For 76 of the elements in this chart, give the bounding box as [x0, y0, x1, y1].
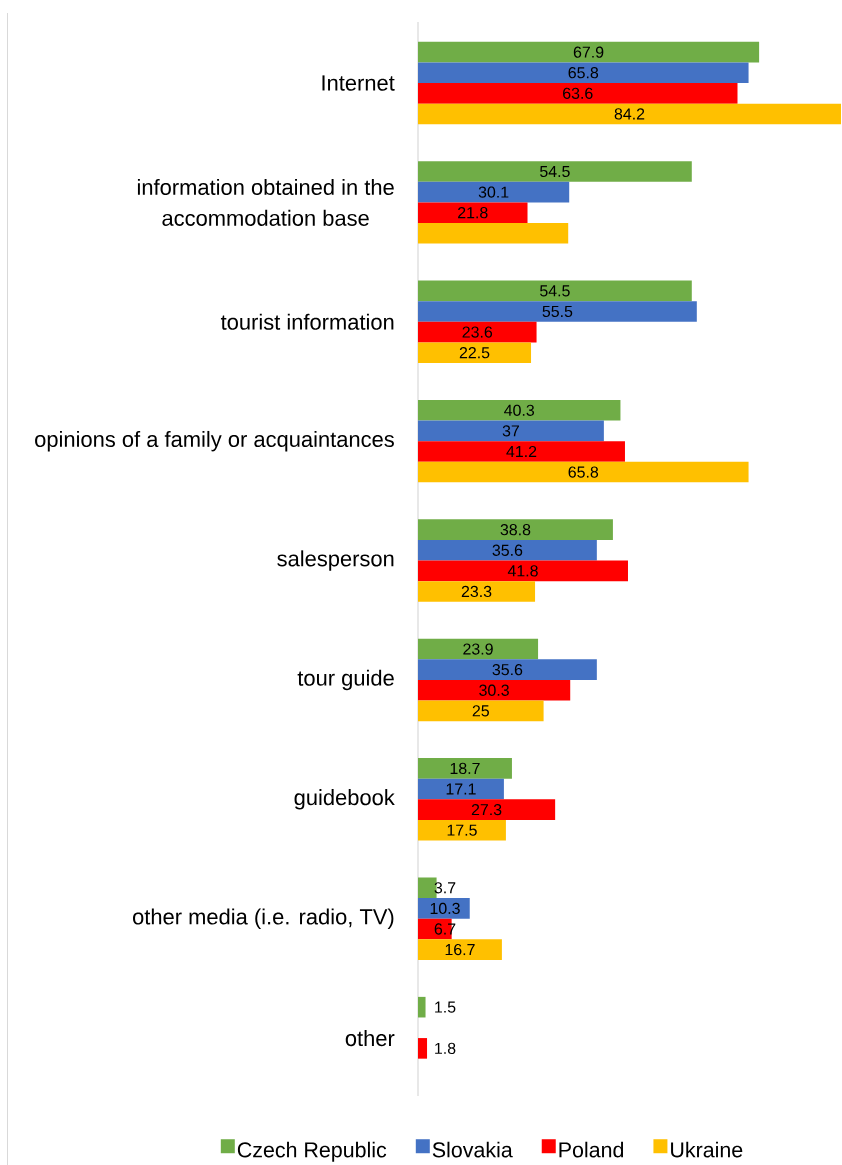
- data-label: 65.8: [568, 67, 599, 79]
- bar: [418, 819, 506, 841]
- bar: [418, 1038, 428, 1059]
- bar: [418, 679, 571, 701]
- legend-label: Slovakia: [432, 1141, 513, 1158]
- bar: [418, 62, 749, 84]
- data-label: 54.5: [540, 165, 570, 178]
- bar: [418, 539, 597, 561]
- y-tick-label: opinions of a family or acquaintances: [35, 430, 394, 452]
- y-tick-label: guidebook: [294, 789, 395, 810]
- bar: [418, 301, 697, 322]
- data-label: 1.5: [435, 1001, 456, 1013]
- bar: [418, 939, 502, 960]
- y-tick-label: Internet: [322, 75, 395, 91]
- bar: [418, 778, 504, 800]
- bar: [418, 399, 621, 421]
- bar: [418, 342, 532, 363]
- bar: [418, 519, 613, 540]
- y-tick-label: other: [345, 1030, 395, 1047]
- data-label: 25: [472, 705, 489, 717]
- legend-label: Ukraine: [671, 1141, 743, 1158]
- bar: [418, 560, 628, 582]
- data-label: 63.6: [563, 87, 593, 99]
- data-label: 30.1: [478, 186, 509, 198]
- data-label: 17.5: [447, 824, 477, 836]
- bar: [418, 638, 539, 660]
- data-label: 37: [502, 425, 519, 437]
- bar: [418, 758, 512, 779]
- y-tick-label: tourist information: [220, 313, 394, 330]
- bar: [418, 461, 749, 483]
- data-label: 23.6: [462, 326, 493, 338]
- bar: [418, 202, 528, 224]
- bar: [418, 83, 738, 104]
- data-label: 30.3: [479, 684, 509, 696]
- data-label: 40.3: [504, 404, 535, 416]
- data-label: 54.5: [540, 285, 570, 297]
- data-label: 22.5: [459, 347, 490, 359]
- data-label: 27.3: [471, 803, 502, 816]
- bar: [418, 996, 426, 1018]
- bar: [418, 700, 544, 722]
- data-label: 1.8: [435, 1042, 456, 1055]
- bar: [418, 280, 692, 302]
- data-label: 21.8: [458, 207, 488, 219]
- data-label: 65.8: [568, 466, 599, 478]
- legend-label: Czech Republic: [237, 1141, 387, 1162]
- bar: [418, 581, 536, 602]
- data-label: 23.3: [461, 585, 492, 598]
- y-tick-label: salesperson: [277, 550, 394, 571]
- data-label: 35.6: [492, 663, 523, 676]
- data-label: 18.7: [450, 762, 480, 775]
- data-label: 17.1: [446, 783, 476, 795]
- bar: [418, 41, 760, 63]
- data-label: 41.2: [506, 445, 537, 458]
- data-label: 41.8: [507, 565, 538, 577]
- data-label: 67.9: [573, 46, 604, 58]
- bar: [418, 161, 692, 182]
- data-label: 55.5: [542, 305, 573, 318]
- y-tick-label: tour guide: [297, 669, 394, 691]
- bar: [418, 321, 537, 343]
- bar: [418, 223, 569, 244]
- data-label: 38.8: [500, 524, 531, 536]
- bar: [418, 441, 625, 462]
- data-label: 10.3: [430, 902, 460, 915]
- bar: [418, 181, 570, 203]
- data-label: 35.6: [492, 544, 523, 556]
- bar: [418, 799, 556, 820]
- y-tick-label: other media (i.e. radio, TV): [133, 908, 394, 929]
- data-label: 84.2: [614, 108, 645, 120]
- data-label: 16.7: [445, 943, 475, 956]
- bar: [418, 659, 597, 680]
- data-label: 23.9: [463, 643, 493, 655]
- y-tick-label: information obtained in the accommodation base: [137, 178, 394, 226]
- bar: [418, 103, 841, 125]
- legend-label: Poland: [559, 1141, 624, 1158]
- bar: [418, 420, 604, 442]
- bar: [418, 898, 470, 919]
